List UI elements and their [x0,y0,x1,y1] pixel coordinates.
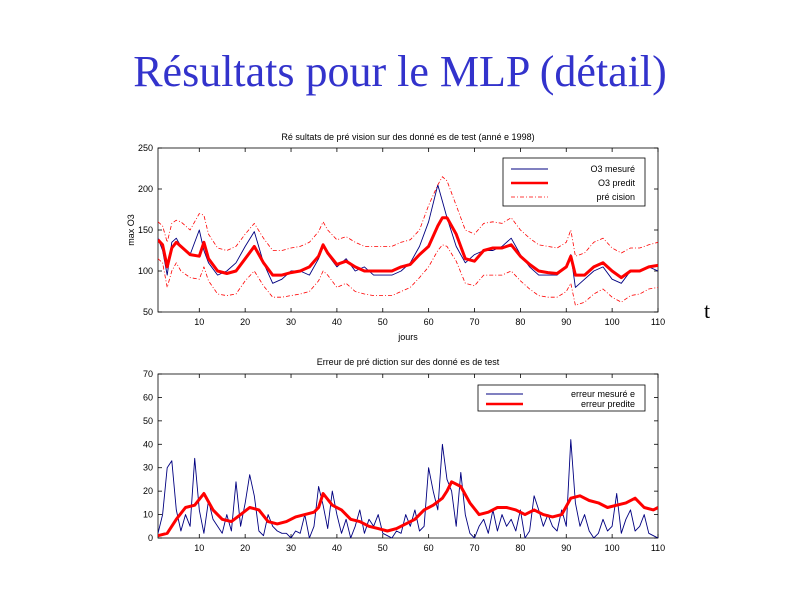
x-tick-label: 40 [332,543,342,553]
y-tick-label: 250 [138,143,153,153]
y-tick-label: 10 [143,510,153,520]
legend-label: O3 mesuré [590,164,635,174]
legend-box [477,384,646,412]
series-line-2 [158,216,658,280]
x-tick-label: 90 [561,317,571,327]
legend-label: erreur mesuré e [571,389,635,399]
legend-label: pré cision [596,192,635,202]
x-tick-label: 20 [240,543,250,553]
x-tick-label: 30 [286,543,296,553]
series-line-3 [158,176,658,257]
series-line-2 [158,480,658,538]
x-tick-label: 50 [378,543,388,553]
legend-label: erreur predite [581,399,635,409]
x-tick-label: 80 [515,543,525,553]
x-tick-label: 10 [194,543,204,553]
x-tick-label: 100 [605,543,620,553]
y-tick-label: 100 [138,266,153,276]
x-tick-label: 50 [378,317,388,327]
x-tick-label: 30 [286,317,296,327]
legend-label: O3 predit [598,178,636,188]
x-tick-label: 110 [651,317,665,327]
y-tick-label: 0 [148,533,153,543]
x-tick-label: 60 [424,543,434,553]
y-tick-label: 40 [143,439,153,449]
y-tick-label: 70 [143,369,153,379]
x-axis-label: jours [397,332,418,342]
x-tick-label: 100 [605,317,620,327]
y-tick-label: 150 [138,225,153,235]
x-tick-label: 110 [651,543,665,553]
x-tick-label: 70 [470,317,480,327]
y-tick-label: 60 [143,392,153,402]
x-tick-label: 70 [470,543,480,553]
chart-2: Erreur de pré diction sur des donné es d… [143,357,665,553]
y-tick-label: 50 [143,307,153,317]
x-tick-label: 10 [194,317,204,327]
x-tick-label: 20 [240,317,250,327]
x-tick-label: 60 [424,317,434,327]
plot-frame [157,373,659,539]
y-tick-label: 30 [143,463,153,473]
chart-title: Ré sultats de pré vision sur des donné e… [281,132,534,142]
y-axis-label: max O3 [126,214,136,246]
chart-1: Ré sultats de pré vision sur des donné e… [126,132,665,342]
y-tick-label: 20 [143,486,153,496]
slide-title: Résultats pour le MLP (détail) [133,47,667,96]
y-tick-label: 50 [143,416,153,426]
x-tick-label: 40 [332,317,342,327]
y-tick-label: 200 [138,184,153,194]
x-tick-label: 90 [561,543,571,553]
chart-title: Erreur de pré diction sur des donné es d… [317,357,500,367]
side-label: t [704,298,711,323]
x-tick-label: 80 [515,317,525,327]
legend: O3 mesuré O3 predit pré cision [502,157,646,207]
series-line-1 [158,439,658,538]
